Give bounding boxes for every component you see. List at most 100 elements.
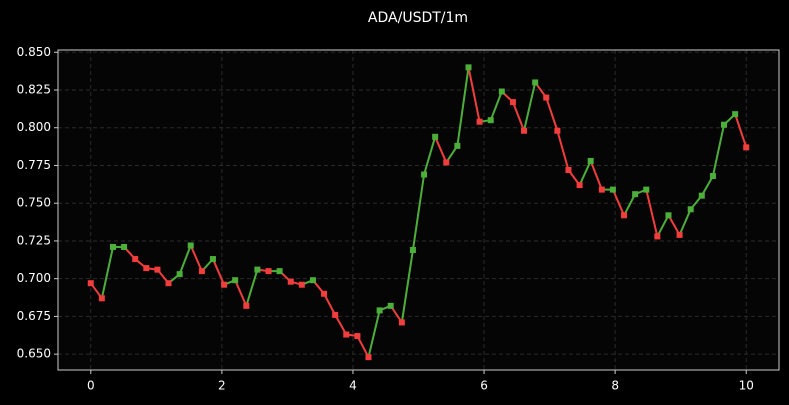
point-marker <box>365 354 372 361</box>
line-segment <box>323 293 337 316</box>
y-tick-label: 0.800 <box>17 120 51 134</box>
point-marker <box>643 186 650 193</box>
point-marker <box>198 268 205 275</box>
point-marker <box>676 231 683 238</box>
point-marker <box>132 256 139 263</box>
line-segment <box>589 160 603 190</box>
point-marker <box>409 247 416 253</box>
line-segment <box>467 67 481 122</box>
point-marker <box>632 191 639 198</box>
point-marker <box>476 118 483 125</box>
point-marker <box>698 192 705 199</box>
line-segment <box>656 214 670 237</box>
point-marker <box>98 295 105 302</box>
point-marker <box>176 271 183 278</box>
line-segment <box>245 269 259 307</box>
point-marker <box>587 157 594 164</box>
x-tick-label: 2 <box>218 379 226 393</box>
line-segment <box>334 314 348 336</box>
y-tick-label: 0.700 <box>17 271 51 285</box>
line-segment <box>512 101 525 132</box>
point-marker <box>498 88 505 95</box>
point-marker <box>732 111 739 118</box>
point-marker <box>454 142 461 149</box>
line-segment <box>734 113 748 148</box>
y-tick-label: 0.750 <box>17 196 51 210</box>
chart-title: ADA/USDT/1m <box>368 10 468 26</box>
point-marker <box>565 167 572 173</box>
point-marker <box>232 277 239 284</box>
line-segment <box>434 136 448 163</box>
point-marker <box>609 186 616 193</box>
point-marker <box>509 99 516 106</box>
point-marker <box>221 281 228 288</box>
point-marker <box>532 79 539 86</box>
point-marker <box>243 302 250 309</box>
point-marker <box>276 268 283 275</box>
point-marker <box>154 266 161 273</box>
point-marker <box>665 212 672 219</box>
y-tick-label: 0.775 <box>17 158 51 172</box>
point-marker <box>654 233 661 240</box>
point-marker <box>621 212 628 219</box>
point-marker <box>109 243 116 250</box>
line-segment <box>489 91 503 121</box>
point-marker <box>487 117 494 124</box>
point-marker <box>265 268 272 275</box>
line-segment <box>523 82 537 131</box>
point-marker <box>743 144 750 151</box>
y-tick-label: 0.850 <box>17 45 51 59</box>
y-tick-label: 0.650 <box>17 347 51 361</box>
point-marker <box>465 64 472 71</box>
point-marker <box>309 277 316 284</box>
line-segment <box>234 279 248 307</box>
line-segment <box>678 208 692 236</box>
point-marker <box>254 266 261 273</box>
point-marker <box>543 94 550 101</box>
point-marker <box>521 127 528 134</box>
point-marker <box>721 121 728 128</box>
x-tick-label: 0 <box>87 379 95 393</box>
point-marker <box>398 319 405 326</box>
point-marker <box>376 307 383 314</box>
x-tick-label: 4 <box>349 379 357 393</box>
y-tick-label: 0.825 <box>17 83 51 97</box>
line-segment <box>189 245 203 272</box>
line-segment <box>611 189 625 216</box>
y-tick-label: 0.725 <box>17 233 51 247</box>
x-tick-label: 6 <box>480 379 488 393</box>
point-marker <box>421 171 428 178</box>
point-marker <box>709 173 716 180</box>
point-marker <box>187 242 194 249</box>
point-marker <box>209 256 216 263</box>
point-marker <box>343 331 350 338</box>
line-segment <box>545 97 559 132</box>
point-marker <box>576 182 583 189</box>
x-tick-label: 8 <box>611 379 619 393</box>
line-segment <box>456 67 470 146</box>
line-segment <box>356 335 370 358</box>
point-marker <box>287 278 294 285</box>
point-marker <box>687 206 694 213</box>
line-segment <box>423 136 437 175</box>
line-segment <box>178 245 192 275</box>
point-marker <box>387 302 394 309</box>
line-segment <box>400 249 414 323</box>
point-marker <box>332 311 339 318</box>
line-segment <box>212 258 226 286</box>
line-segment <box>667 214 681 236</box>
line-segment <box>578 160 592 186</box>
point-marker <box>554 127 561 134</box>
line-segment <box>711 124 725 177</box>
line-segment <box>623 193 637 216</box>
point-marker <box>298 281 305 288</box>
line-segment <box>411 174 426 251</box>
line-segment <box>700 175 714 197</box>
point-marker <box>443 159 450 166</box>
point-marker <box>87 280 94 287</box>
point-marker <box>598 186 605 193</box>
line-segment <box>100 246 114 299</box>
point-marker <box>354 333 361 340</box>
point-marker <box>165 280 172 287</box>
